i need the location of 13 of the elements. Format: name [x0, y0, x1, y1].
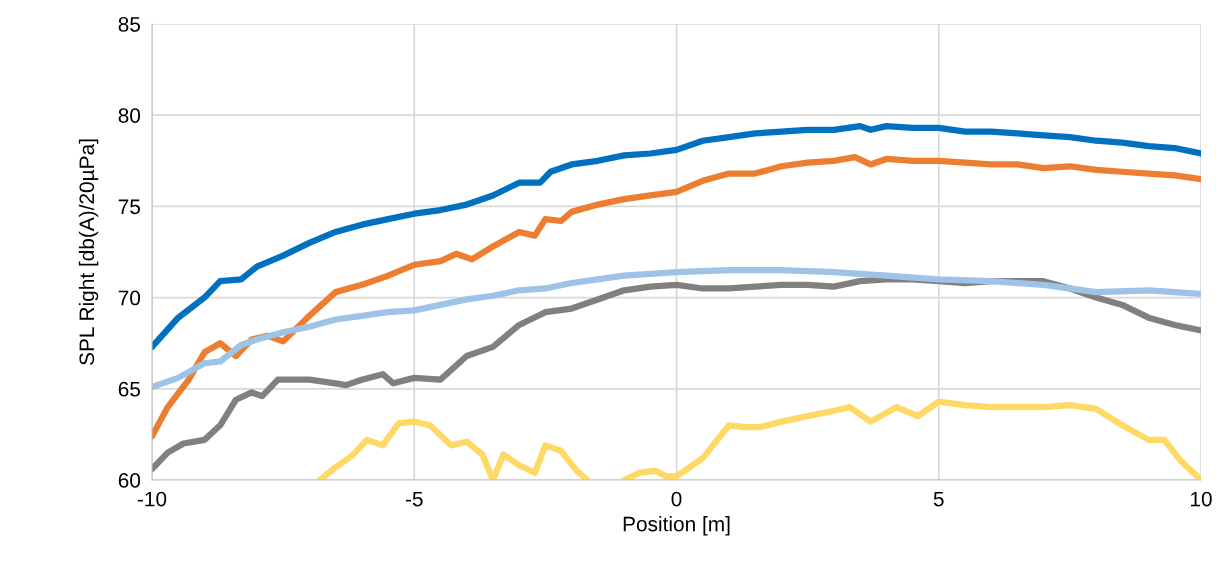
y-tick-label: 60 — [118, 473, 141, 488]
x-tick-label: -10 — [137, 491, 167, 507]
y-tick-label: 65 — [118, 381, 141, 397]
y-axis-title: SPL Right [db(A)/20µPa] — [78, 139, 99, 365]
x-tick-label: 10 — [1191, 491, 1212, 507]
x-tick-label: 5 — [933, 491, 944, 507]
x-tick-label: 0 — [671, 491, 682, 507]
x-axis-title: Position [m] — [623, 516, 730, 536]
y-tick-label: 85 — [118, 17, 141, 32]
x-tick-label: -5 — [405, 491, 423, 507]
y-tick-label: 80 — [118, 108, 141, 123]
y-tick-label: 75 — [118, 199, 141, 215]
y-tick-label: 70 — [118, 290, 141, 306]
